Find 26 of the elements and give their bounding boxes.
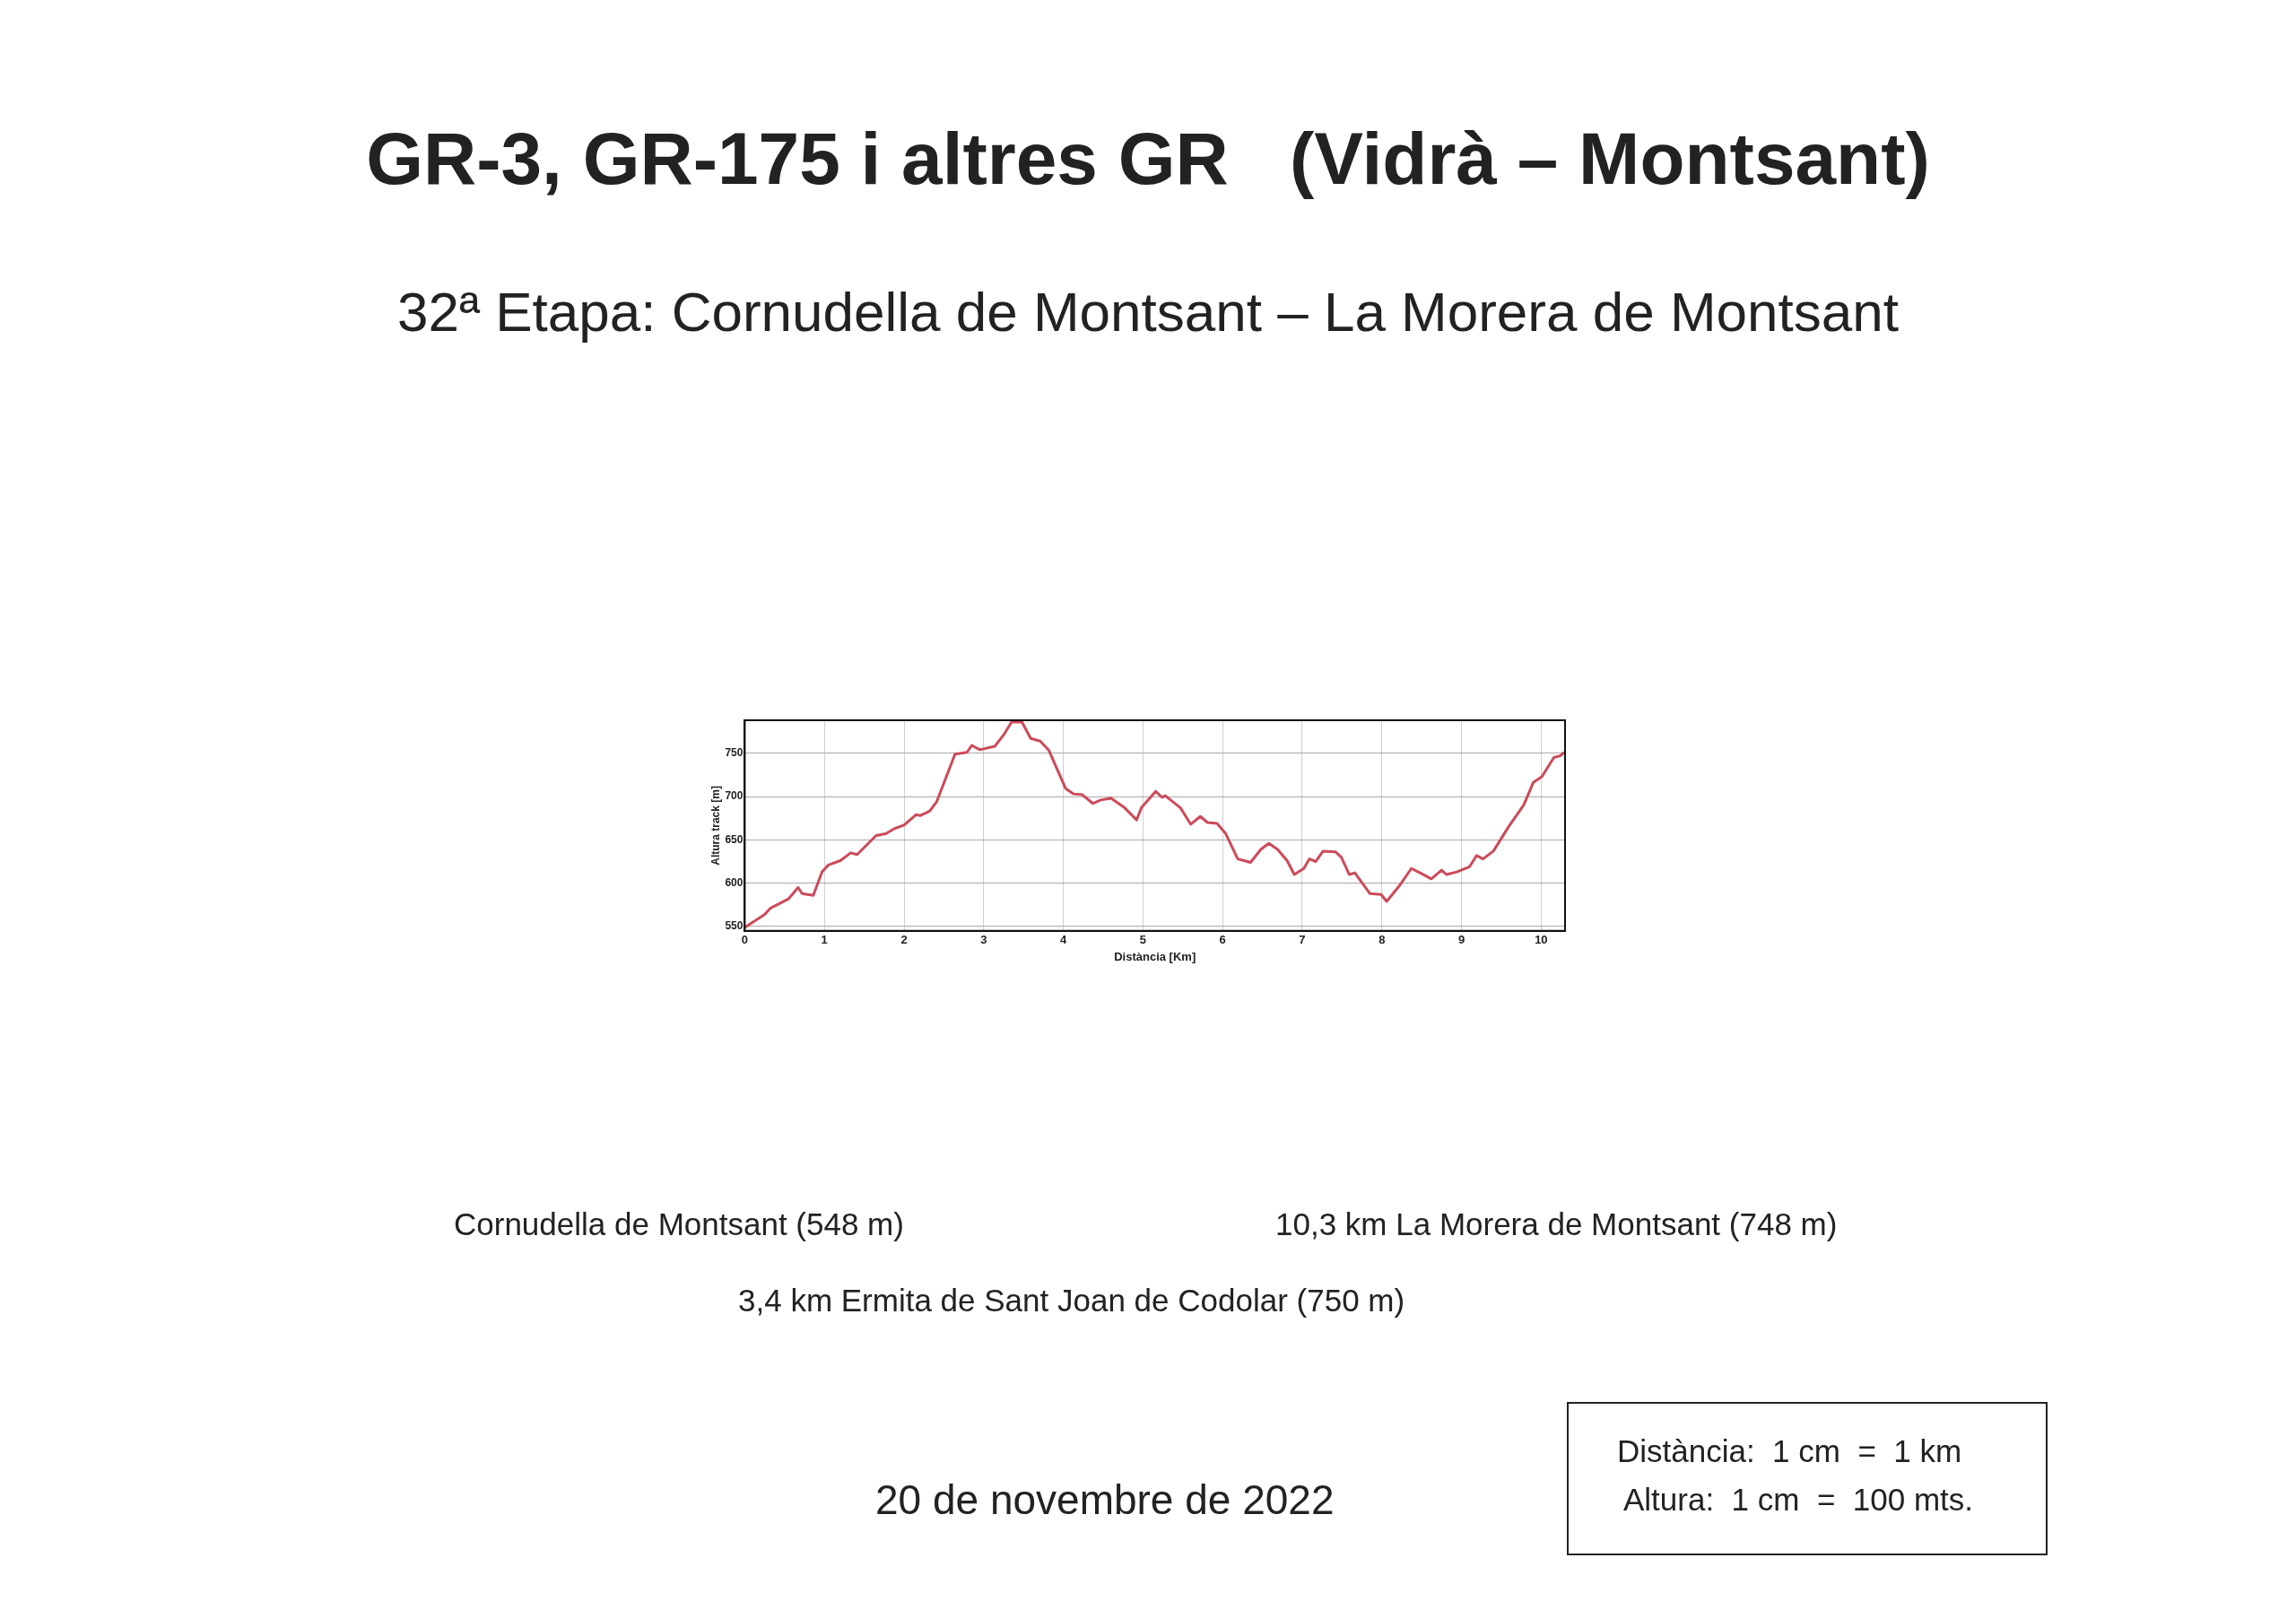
x-tick-label: 3 xyxy=(980,933,987,947)
text: Distància: 1 cm = 1 km xyxy=(1617,1433,1962,1469)
text: 10,3 km La Morera de Montsant (748 m) xyxy=(1275,1206,1838,1242)
y-tick-label: 650 xyxy=(725,832,744,846)
y-tick-label: 600 xyxy=(725,875,744,889)
x-tick-label: 8 xyxy=(1378,933,1386,947)
y-tick-label: 750 xyxy=(725,746,744,760)
x-tick-label: 1 xyxy=(821,933,828,947)
x-tick-label: 4 xyxy=(1059,933,1067,947)
chart-title: GR-3, GR-175 i altres GR (Vidrà – Montsant) xyxy=(365,117,1931,201)
text: Cornudella de Montsant (548 m) xyxy=(454,1206,904,1242)
x-tick-label: 2 xyxy=(900,933,908,947)
text: 3,4 km Ermita de Sant Joan de Codolar (750 m) xyxy=(738,1283,1405,1319)
y-tick-label: 700 xyxy=(725,789,744,803)
x-tick-label: 6 xyxy=(1219,933,1226,947)
text: Altura: 1 cm = 100 mts. xyxy=(1623,1482,1974,1518)
x-axis-title: Distància [Km] xyxy=(1114,949,1196,963)
chart-subtitle: 32ª Etapa: Cornudella de Montsant – La Morera de Montsant xyxy=(396,280,1900,344)
text: 20 de novembre de 2022 xyxy=(875,1475,1335,1524)
x-tick-label: 10 xyxy=(1535,933,1548,947)
x-tick-label: 7 xyxy=(1299,933,1306,947)
x-tick-label: 0 xyxy=(741,933,749,947)
y-axis-title: Altura track [m] xyxy=(709,786,722,866)
y-tick-label: 550 xyxy=(725,919,744,933)
x-tick-label: 5 xyxy=(1139,933,1147,947)
x-tick-label: 9 xyxy=(1457,933,1465,947)
